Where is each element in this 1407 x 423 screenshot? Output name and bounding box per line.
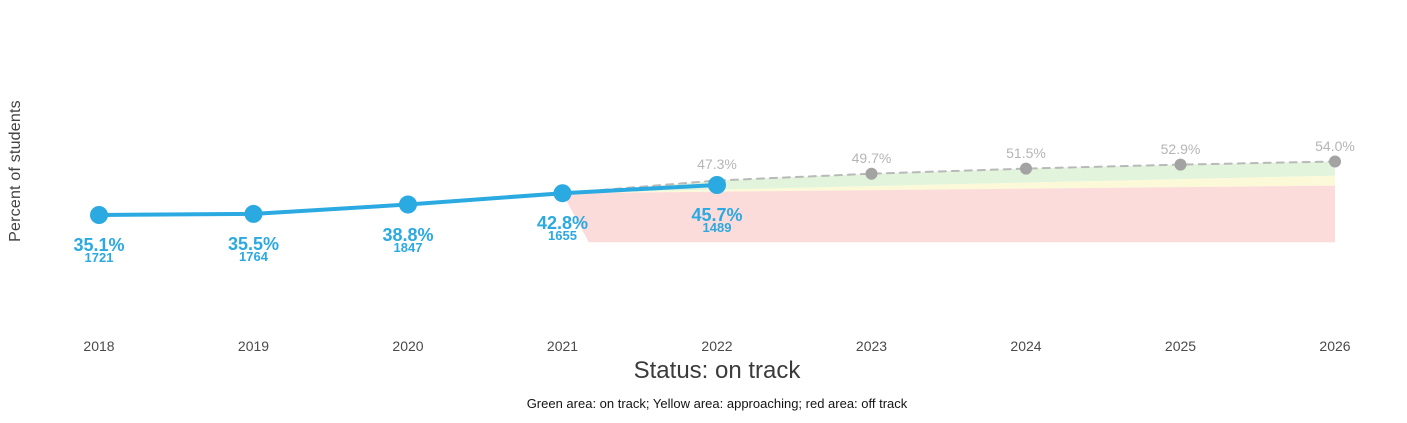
count-label-2022: 1489 — [702, 219, 732, 235]
x-tick-label-2024: 2024 — [1010, 338, 1042, 354]
count-label-2020: 1847 — [393, 239, 423, 255]
projection-point-2023[interactable] — [865, 167, 878, 180]
x-tick-label-2021: 2021 — [546, 338, 579, 354]
projection-label-2025: 52.9% — [1160, 140, 1201, 157]
value-label-2022: 45.7% — [691, 204, 743, 225]
x-tick-label-2023: 2023 — [855, 338, 888, 354]
actual-point-2021[interactable] — [553, 184, 572, 203]
projection-point-2026[interactable] — [1329, 155, 1341, 168]
projection-point-2024[interactable] — [1020, 162, 1032, 175]
x-tick-label-2018: 2018 — [83, 338, 115, 354]
y-axis-title: Percent of students — [7, 100, 24, 242]
value-label-2018: 35.1% — [73, 234, 125, 255]
x-tick-label-2022: 2022 — [701, 338, 733, 354]
projection-line — [561, 160, 1336, 195]
band-yellow-approaching — [562, 175, 1335, 194]
x-tick-label-2020: 2020 — [392, 338, 424, 354]
chart-caption: Green area: on track; Yellow area: appro… — [526, 396, 908, 411]
chart-title: Status: on track — [633, 357, 801, 384]
actual-point-2019[interactable] — [244, 204, 263, 223]
x-tick-label-2026: 2026 — [1319, 338, 1351, 354]
value-label-2019: 35.5% — [227, 233, 280, 254]
band-red-off-track — [562, 185, 1335, 243]
projection-point-2025[interactable] — [1174, 158, 1187, 171]
count-label-2021: 1655 — [548, 228, 577, 244]
projection-label-2022: 47.3% — [697, 156, 737, 173]
x-tick-label-2019: 2019 — [237, 338, 270, 354]
band-green-on-track — [562, 161, 1335, 194]
projection-label-2026: 54.0% — [1315, 137, 1355, 154]
count-label-2019: 1764 — [239, 248, 268, 264]
projection-label-2023: 49.7% — [851, 149, 892, 166]
value-label-2021: 42.8% — [536, 213, 589, 234]
x-tick-label-2025: 2025 — [1164, 338, 1197, 354]
actual-point-2022[interactable] — [708, 176, 726, 194]
actual-point-2018[interactable] — [90, 206, 108, 224]
value-label-2020: 38.8% — [382, 224, 434, 245]
projection-label-2024: 51.5% — [1006, 144, 1046, 161]
count-label-2018: 1721 — [84, 249, 114, 265]
actual-point-2020[interactable] — [399, 195, 417, 214]
